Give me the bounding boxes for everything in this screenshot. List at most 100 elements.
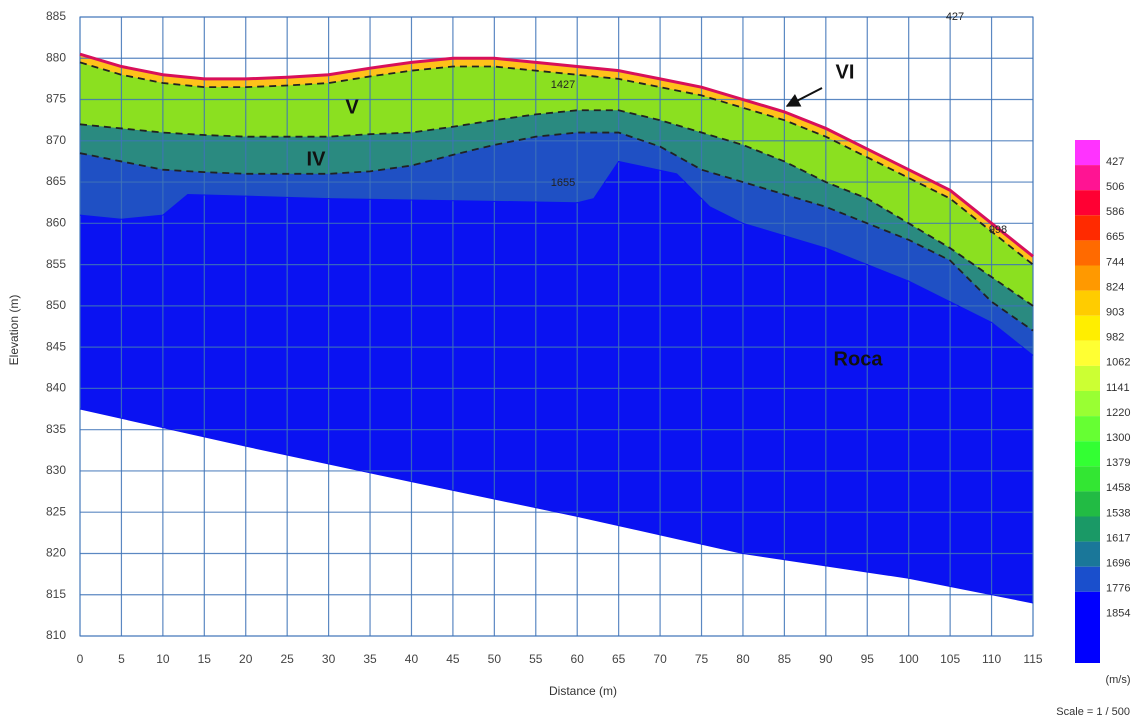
x-tick-label: 110 — [982, 652, 1001, 666]
boundary-line — [79, 61, 1034, 266]
x-tick-label: 100 — [899, 652, 919, 666]
colorbar-label: 1300 — [1106, 432, 1130, 444]
y-tick-label: 840 — [46, 381, 66, 395]
colorbar-swatch — [1075, 290, 1100, 316]
colorbar-swatch — [1075, 240, 1100, 266]
boundary-line — [79, 109, 1034, 307]
colorbar-label: 903 — [1106, 307, 1124, 319]
colorbar-swatch — [1075, 165, 1100, 191]
x-tick-label: 95 — [861, 652, 875, 666]
x-tick-label: 45 — [446, 652, 460, 666]
annotation: Roca — [834, 348, 884, 370]
colorbar-swatch — [1075, 466, 1100, 492]
grid: 0 5 10 15 20 25 30 35 40 45 50 55 60 65 70 75 80 85 90 95 10… — [46, 9, 1043, 666]
layer-area — [80, 161, 1033, 603]
x-tick-label: 65 — [612, 652, 626, 666]
y-tick-label: 880 — [46, 50, 66, 64]
y-tick-label: 870 — [46, 133, 66, 147]
annotation: V — [345, 96, 359, 118]
y-axis-title: Elevation (m) — [7, 295, 21, 366]
plot-area — [80, 54, 1033, 603]
annotation: 427 — [946, 11, 964, 23]
colorbar-swatch — [1075, 541, 1100, 567]
colorbar-label: 1141 — [1106, 382, 1130, 394]
x-tick-label: 80 — [736, 652, 750, 666]
arrow — [785, 87, 823, 107]
y-tick-label: 845 — [46, 339, 66, 353]
x-tick-label: 105 — [940, 652, 960, 666]
x-tick-label: 70 — [653, 652, 667, 666]
y-tick-label: 810 — [46, 628, 66, 642]
colorbar-swatch — [1075, 566, 1100, 592]
colorbar-swatch — [1075, 416, 1100, 442]
x-tick-label: 90 — [819, 652, 833, 666]
x-tick-label: 30 — [322, 652, 336, 666]
colorbar-label: 1854 — [1106, 608, 1130, 620]
annotation: 998 — [989, 224, 1007, 236]
colorbar-label: 1458 — [1106, 482, 1130, 494]
colorbar-swatch — [1075, 140, 1100, 166]
boundary-line — [79, 131, 1034, 332]
x-tick-label: 55 — [529, 652, 543, 666]
colorbar-label: 427 — [1106, 156, 1124, 168]
y-tick-label: 860 — [46, 216, 66, 230]
y-tick-label: 865 — [46, 174, 66, 188]
y-tick-label: 815 — [46, 587, 66, 601]
annotation: VI — [836, 61, 855, 83]
x-tick-label: 75 — [695, 652, 709, 666]
x-tick-label: 35 — [363, 652, 377, 666]
x-tick-label: 50 — [488, 652, 502, 666]
boundary-line — [79, 160, 1034, 356]
colorbar-label: 1776 — [1106, 583, 1130, 595]
colorbar-swatch — [1075, 491, 1100, 517]
colorbar-swatch — [1075, 190, 1100, 216]
plot-frame — [79, 16, 1034, 637]
x-tick-label: 115 — [1023, 652, 1042, 666]
colorbar-label: 506 — [1106, 181, 1124, 193]
boundary-line — [79, 408, 1034, 604]
y-tick-label: 875 — [46, 92, 66, 106]
scale-note: Scale = 1 / 500 — [1056, 706, 1130, 718]
x-tick-label: 0 — [77, 652, 84, 666]
colorbar-swatch — [1075, 591, 1100, 663]
colorbar-label: 665 — [1106, 231, 1124, 243]
colorbar-swatch — [1075, 516, 1100, 542]
x-tick-label: 15 — [198, 652, 212, 666]
colorbar-label: 1379 — [1106, 457, 1130, 469]
colorbar-swatch — [1075, 391, 1100, 417]
colorbar-swatch — [1075, 365, 1100, 391]
y-tick-label: 855 — [46, 257, 66, 271]
y-tick-label: 820 — [46, 546, 66, 560]
y-tick-label: 835 — [46, 422, 66, 436]
x-tick-label: 20 — [239, 652, 253, 666]
x-axis-title: Distance (m) — [549, 684, 617, 698]
x-tick-label: 85 — [778, 652, 792, 666]
x-tick-label: 5 — [118, 652, 125, 666]
x-tick-label: 25 — [280, 652, 294, 666]
x-tick-label: 60 — [571, 652, 585, 666]
colorbar-label: 744 — [1106, 256, 1124, 268]
y-tick-label: 885 — [46, 9, 66, 23]
boundary-line — [79, 52, 1034, 258]
colorbar-unit: (m/s) — [1105, 674, 1130, 686]
colorbar-swatch — [1075, 315, 1100, 341]
x-tick-label: 40 — [405, 652, 419, 666]
colorbar-label: 982 — [1106, 332, 1124, 344]
colorbar-label: 1062 — [1106, 357, 1130, 369]
y-tick-label: 830 — [46, 463, 66, 477]
colorbar-label: 1220 — [1106, 407, 1130, 419]
colorbar-swatch — [1075, 215, 1100, 241]
colorbar-label: 1538 — [1106, 507, 1130, 519]
annotation: IV — [307, 148, 327, 170]
annotation: 1655 — [551, 177, 575, 189]
overlay: VI V IV Roca 427 1427 1655 998 — [79, 11, 1034, 604]
annotation: 1427 — [551, 79, 575, 91]
colorbar-label: 824 — [1106, 281, 1124, 293]
colorbar-label: 1696 — [1106, 558, 1130, 570]
colorbar-swatch — [1075, 265, 1100, 291]
y-tick-label: 850 — [46, 298, 66, 312]
colorbar-label: 586 — [1106, 206, 1124, 218]
y-tick-label: 825 — [46, 504, 66, 518]
x-tick-label: 10 — [156, 652, 170, 666]
